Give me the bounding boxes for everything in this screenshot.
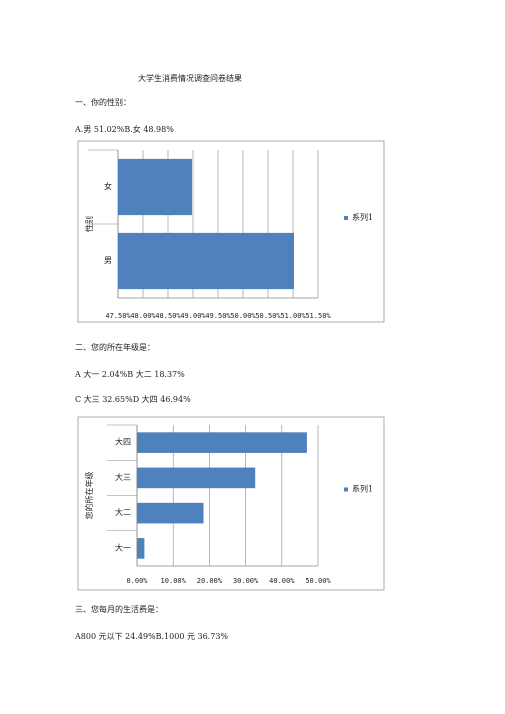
legend-label: 系列1 (352, 212, 373, 222)
x-tick-label: 51.50% (305, 312, 331, 320)
x-tick-label: 0.00% (126, 577, 148, 585)
x-tick-label: 30.00% (233, 577, 259, 585)
y-tick-label: 大四 (115, 437, 131, 447)
y-tick-label: 大三 (115, 472, 131, 482)
section-heading: 一、你的性别： (75, 97, 131, 107)
y-axis-title: 您的所在年级 (84, 472, 94, 520)
y-tick-label: 男 (104, 256, 112, 265)
section-heading: 三、您每月的生活费是： (75, 604, 163, 614)
section-line: A800 元以下 24.49%B.1000 元 36.73% (74, 632, 228, 641)
x-tick-label: 49.00% (180, 312, 206, 320)
legend-swatch (344, 216, 348, 220)
x-tick-label: 50.00% (305, 577, 331, 585)
bar (137, 432, 307, 453)
y-tick-label: 大一 (115, 542, 131, 552)
section-line: A.男 51.02%B.女 48.98% (74, 124, 174, 134)
x-tick-label: 49.50% (205, 312, 231, 320)
bar (137, 467, 256, 489)
x-tick-label: 51.00% (280, 312, 306, 320)
y-tick-label: 女 (104, 181, 112, 191)
x-tick-label: 48.50% (155, 312, 181, 320)
x-tick-label: 48.00% (130, 312, 156, 320)
x-tick-label: 50.50% (255, 312, 281, 320)
legend-label: 系列1 (352, 484, 373, 494)
section-line: A 大一 2.04%B 大二 18.37% (74, 369, 185, 379)
doc-title: 大学生消费情况调查问卷结果 (138, 73, 242, 83)
legend-swatch (344, 487, 348, 492)
bar (137, 538, 145, 559)
bar (118, 232, 294, 290)
x-tick-label: 50.00% (230, 312, 256, 320)
section-heading: 二、您的所在年级是： (75, 342, 155, 352)
x-tick-label: 40.00% (269, 577, 295, 585)
x-tick-label: 20.00% (197, 577, 223, 585)
bar (118, 158, 192, 216)
y-tick-label: 大二 (115, 507, 131, 517)
x-tick-label: 10.00% (161, 577, 187, 585)
x-tick-label: 47.50% (105, 312, 131, 320)
section-line: C 大三 32.65%D 大四 46.94% (75, 394, 191, 404)
bar (137, 502, 204, 524)
y-axis-title: 性别 (84, 216, 94, 232)
